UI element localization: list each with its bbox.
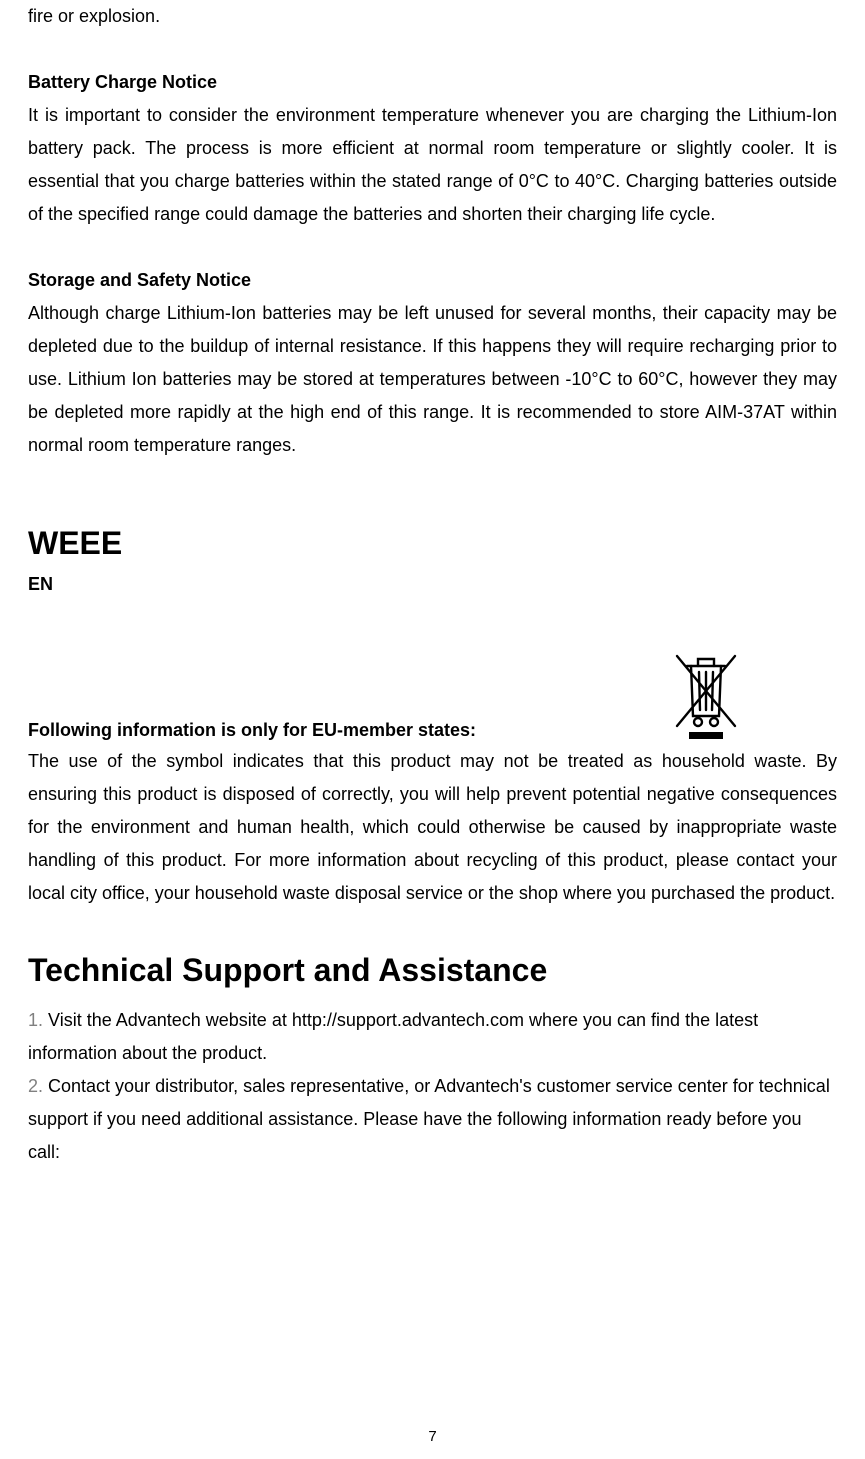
tech-item-1: 1. Visit the Advantech website at http:/… (28, 1004, 837, 1070)
heading-weee-lang: EN (28, 570, 837, 598)
tech-item-1-text: Visit the Advantech website at http://su… (28, 1010, 758, 1063)
tech-item-2-number: 2. (28, 1076, 43, 1096)
para-weee-body: The use of the symbol indicates that thi… (28, 745, 837, 910)
heading-weee: WEEE (28, 524, 837, 562)
heading-tech-support: Technical Support and Assistance (28, 950, 837, 990)
weee-bin-icon (670, 650, 742, 745)
tech-item-2: 2. Contact your distributor, sales repre… (28, 1070, 837, 1169)
weee-lead-bold: Following information is only for EU-mem… (28, 717, 476, 743)
heading-battery-charge: Battery Charge Notice (28, 66, 837, 99)
heading-storage-safety: Storage and Safety Notice (28, 264, 837, 297)
weee-lead-row: Following information is only for EU-mem… (28, 650, 837, 743)
para-battery-charge: It is important to consider the environm… (28, 99, 837, 231)
tech-item-2-text: Contact your distributor, sales represen… (28, 1076, 830, 1162)
tech-item-1-number: 1. (28, 1010, 43, 1030)
fragment-top-line: fire or explosion. (28, 0, 837, 33)
page-number: 7 (0, 1428, 865, 1445)
para-storage-safety: Although charge Lithium-Ion batteries ma… (28, 297, 837, 462)
